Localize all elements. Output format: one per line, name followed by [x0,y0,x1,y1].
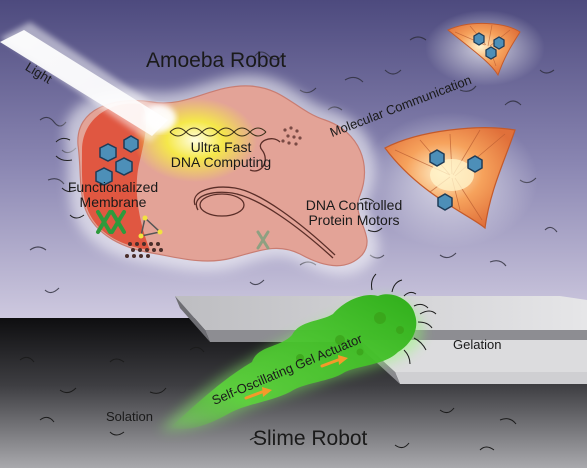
gelation-label: Gelation [453,337,502,352]
signal-cell-small [425,10,545,86]
functionalized-membrane-line1: Functionalized [67,179,159,195]
motion-arrows [244,355,348,400]
signal-cell-large [362,112,538,248]
functionalized-membrane-label: Functionalized Membrane [58,180,168,209]
slime-robot-title: Slime Robot [253,427,368,450]
protein-motors-line1: DNA Controlled [305,197,403,213]
amoeba-robot-title: Amoeba Robot [146,49,287,72]
slime-robot [160,273,437,431]
functionalized-membrane-line2: Membrane [79,193,147,210]
light-beam [0,22,175,142]
protein-motors-line2: Protein Motors [308,211,400,228]
dna-computing-line2: DNA Computing [170,153,272,170]
dna-computing-line1: Ultra Fast [190,139,252,155]
dna-computing-label: Ultra Fast DNA Computing [161,140,281,169]
solation-label: Solation [106,409,153,424]
background-fibers [29,36,558,294]
floor-fibers [19,346,517,451]
protein-motors-label: DNA Controlled Protein Motors [298,198,410,227]
